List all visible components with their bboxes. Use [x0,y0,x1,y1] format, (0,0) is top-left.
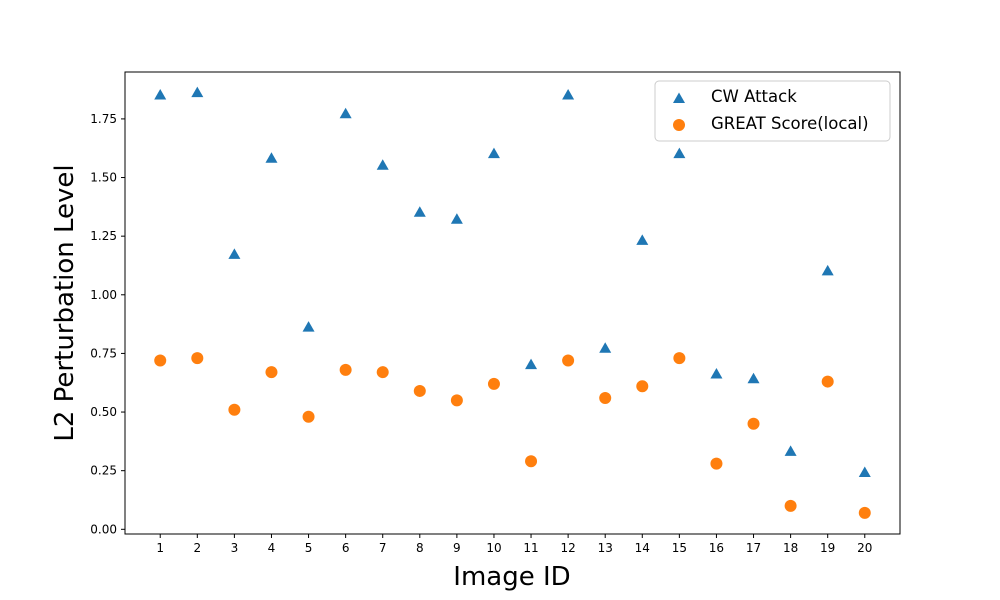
cw-attack-point [784,445,797,456]
x-tick-label: 15 [672,541,687,555]
y-tick-label: 0.50 [90,405,117,419]
cw-attack-point [747,372,760,384]
great-score-point [784,499,797,512]
cw-attack-point [302,321,315,332]
cw-attack-point [228,248,241,259]
cw-attack-point [487,147,500,159]
cw-attack-point [450,213,463,224]
x-tick-label: 19 [820,541,835,555]
cw-attack-point [821,264,834,276]
x-tick-label: 11 [523,541,538,555]
cw-attack-point [599,342,612,353]
cw-attack-point [413,206,426,217]
legend-great-score-marker [673,119,685,131]
x-tick-label: 13 [598,541,613,555]
great-score-point [710,457,723,470]
cw-attack-point [339,107,352,119]
y-tick-label: 1.50 [90,171,117,185]
great-score-point [228,403,241,416]
x-tick-label: 20 [857,541,872,555]
x-tick-label: 9 [453,541,461,555]
x-tick-label: 1 [156,541,164,555]
great-score-point [154,354,167,367]
legend-cw-attack-marker [673,92,685,103]
x-tick-label: 18 [783,541,798,555]
x-tick-label: 5 [305,541,313,555]
great-score-point [673,352,686,365]
x-tick-label: 2 [193,541,201,555]
y-tick-label: 1.00 [90,288,117,302]
x-tick-label: 16 [709,541,724,555]
cw-attack-point [562,88,575,100]
cw-attack-point [154,88,167,100]
x-tick-label: 4 [268,541,276,555]
cw-attack-point [191,86,204,98]
y-tick-label: 0.00 [90,522,117,536]
great-score-point [747,417,760,430]
great-score-point [858,506,871,519]
great-score-point [302,410,315,423]
great-score-point [599,391,612,404]
great-score-point [339,363,352,376]
great-score-point [487,377,500,390]
y-tick-label: 1.25 [90,229,117,243]
great-score-point [376,366,389,379]
cw-attack-point [265,152,278,163]
great-score-point [562,354,575,367]
great-score-point [191,352,204,365]
x-tick-label: 12 [560,541,575,555]
cw-attack-point [376,159,389,170]
y-tick-label: 0.25 [90,464,117,478]
x-tick-label: 14 [635,541,650,555]
series-layer [154,86,871,519]
y-axis-label: L2 Perturbation Level [50,164,80,441]
great-score-point [636,380,649,393]
x-axis-label: Image ID [453,562,570,592]
great-score-point [821,375,834,388]
y-tick-label: 1.75 [90,112,117,126]
x-tick-label: 8 [416,541,424,555]
cw-attack-point [673,147,686,159]
x-tick-label: 7 [379,541,387,555]
cw-attack-point [525,358,538,370]
series-great-score [154,352,871,519]
y-axis: 0.00 0.25 0.50 0.75 1.00 1.25 1.50 1.75 [90,112,125,536]
cw-attack-point [858,466,871,478]
y-tick-label: 0.75 [90,346,117,360]
x-tick-label: 6 [342,541,350,555]
series-cw-attack [154,86,871,478]
cw-attack-point [636,234,649,245]
great-score-point [413,384,426,397]
legend-cw-attack-label: CW Attack [711,87,797,106]
legend-box [654,80,891,142]
x-axis: 1 2 3 4 5 6 7 8 9 10 11 12 13 14 15 16 17 18 19 20 [156,534,872,555]
x-tick-label: 10 [486,541,501,555]
great-score-point [450,394,463,407]
legend: CW Attack GREAT Score(local) [654,80,891,142]
plot-area [124,71,901,535]
x-tick-label: 17 [746,541,761,555]
great-score-point [265,366,278,379]
legend-great-score-label: GREAT Score(local) [711,114,869,133]
great-score-point [525,455,538,468]
x-tick-label: 3 [231,541,239,555]
cw-attack-point [710,368,723,379]
